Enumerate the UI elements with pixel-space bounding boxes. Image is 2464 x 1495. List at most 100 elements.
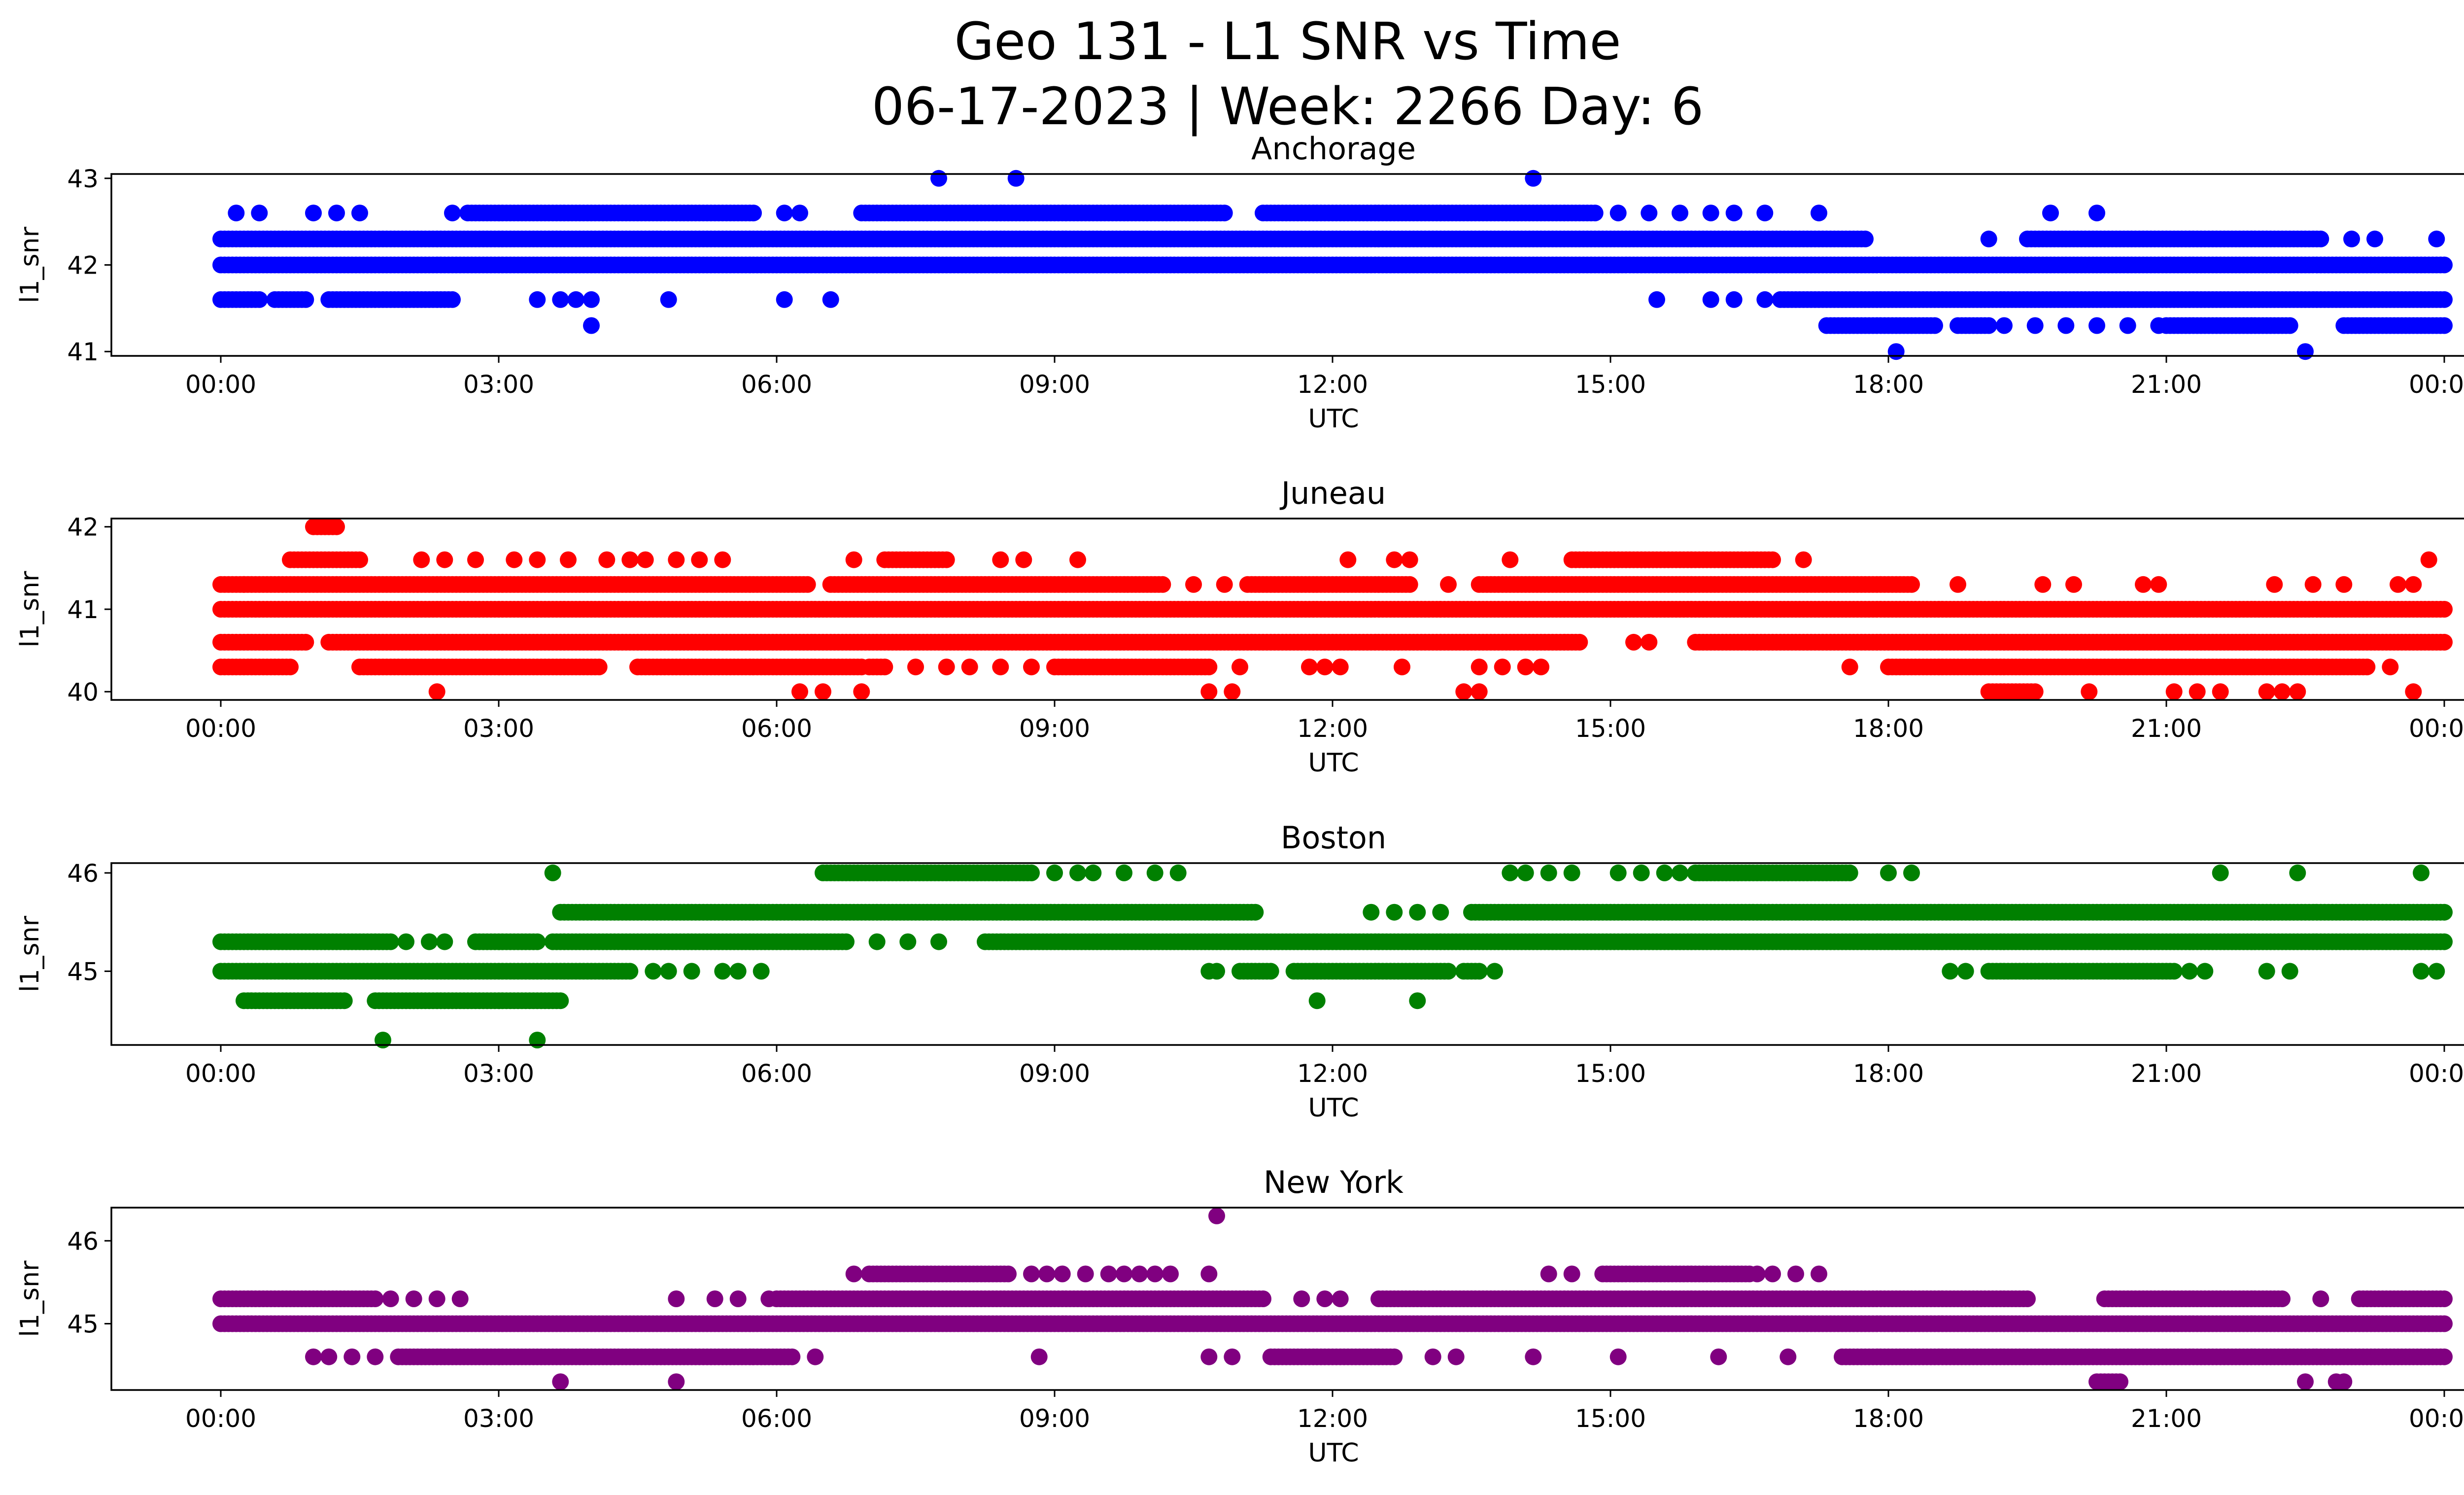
data-point	[444, 291, 461, 308]
data-point	[2312, 230, 2329, 247]
x-tick-label: 09:00	[1019, 714, 1090, 743]
data-point	[305, 205, 322, 222]
data-point	[1200, 659, 1218, 676]
data-point	[444, 205, 461, 222]
data-point	[1401, 551, 1418, 568]
data-point	[2405, 683, 2422, 700]
data-point	[2281, 963, 2298, 980]
data-point	[2189, 683, 2206, 700]
data-point	[1232, 659, 1248, 676]
data-point	[2436, 633, 2453, 651]
data-point	[1069, 551, 1086, 568]
data-point	[938, 551, 955, 568]
data-point	[2436, 256, 2453, 274]
data-point	[2135, 576, 2152, 593]
data-point	[2390, 576, 2406, 593]
data-point	[1224, 683, 1241, 700]
data-point	[467, 551, 484, 568]
data-point	[2289, 683, 2306, 700]
data-point	[251, 205, 268, 222]
data-point	[1996, 317, 2013, 334]
data-point	[1432, 904, 1449, 921]
data-point	[2042, 205, 2059, 222]
data-point	[590, 659, 608, 676]
data-point	[2258, 683, 2275, 700]
data-point	[1811, 205, 1827, 222]
data-point	[853, 683, 870, 700]
data-point	[529, 291, 546, 308]
x-tick-label: 15:00	[1575, 714, 1646, 743]
x-tick-label: 00:00	[185, 714, 256, 743]
x-tick-label: 18:00	[1853, 714, 1924, 743]
data-point	[845, 551, 862, 568]
data-point	[1764, 551, 1781, 568]
data-point	[1980, 317, 1997, 334]
scatter-points-anchorage	[212, 170, 2453, 360]
data-point	[529, 933, 546, 950]
data-point	[1394, 659, 1410, 676]
data-point	[382, 933, 399, 950]
data-point	[691, 551, 708, 568]
data-point	[1200, 683, 1218, 700]
data-point	[2436, 291, 2453, 308]
data-point	[2065, 576, 2082, 593]
data-point	[930, 170, 947, 187]
data-point	[776, 205, 793, 222]
data-point	[776, 291, 793, 308]
data-point	[2212, 683, 2229, 700]
data-point	[1339, 551, 1357, 568]
data-point	[2088, 205, 2105, 222]
x-tick-label: 06:00	[741, 370, 812, 399]
data-point	[791, 205, 808, 222]
data-point	[815, 683, 831, 700]
data-point	[1950, 576, 1966, 593]
data-point	[1023, 659, 1040, 676]
data-point	[2026, 317, 2044, 334]
subplot-title: Juneau	[1279, 475, 1386, 511]
data-point	[2405, 576, 2422, 593]
data-point	[930, 933, 947, 950]
x-tick-label: 03:00	[463, 714, 534, 743]
data-point	[436, 933, 453, 950]
data-point	[668, 551, 685, 568]
figure-title-line1: Geo 131 - L1 SNR vs Time	[954, 11, 1621, 71]
data-point	[1641, 205, 1658, 222]
data-point	[2266, 576, 2283, 593]
data-point	[1756, 205, 1774, 222]
data-point	[683, 963, 700, 980]
data-point	[2343, 230, 2360, 247]
data-point	[1517, 659, 1534, 676]
data-point	[1586, 205, 1604, 222]
y-tick-label: 41	[67, 595, 99, 624]
data-point	[1756, 291, 1774, 308]
data-point	[1216, 205, 1233, 222]
data-point	[1015, 551, 1032, 568]
data-point	[328, 205, 345, 222]
data-point	[1725, 291, 1743, 308]
data-point	[961, 659, 978, 676]
data-point	[560, 551, 577, 568]
data-point	[2297, 343, 2314, 360]
data-point	[297, 633, 314, 651]
data-point	[421, 933, 438, 950]
data-point	[2119, 317, 2136, 334]
data-point	[251, 291, 268, 308]
data-point	[2150, 317, 2167, 334]
data-point	[1332, 659, 1349, 676]
y-axis-label: l1_snr	[15, 571, 45, 648]
data-point	[637, 551, 654, 568]
data-point	[2436, 601, 2453, 618]
figure-title-line2: 06-17-2023 | Week: 2266 Day: 6	[871, 76, 1704, 137]
data-point	[1208, 963, 1225, 980]
data-point	[938, 659, 955, 676]
scatter-points-juneau	[212, 518, 2453, 700]
data-point	[1486, 963, 1503, 980]
data-point	[1409, 904, 1426, 921]
data-point	[2413, 963, 2430, 980]
data-point	[2181, 963, 2198, 980]
data-point	[753, 963, 770, 980]
data-point	[1502, 551, 1519, 568]
data-point	[506, 551, 523, 568]
data-point	[567, 291, 584, 308]
